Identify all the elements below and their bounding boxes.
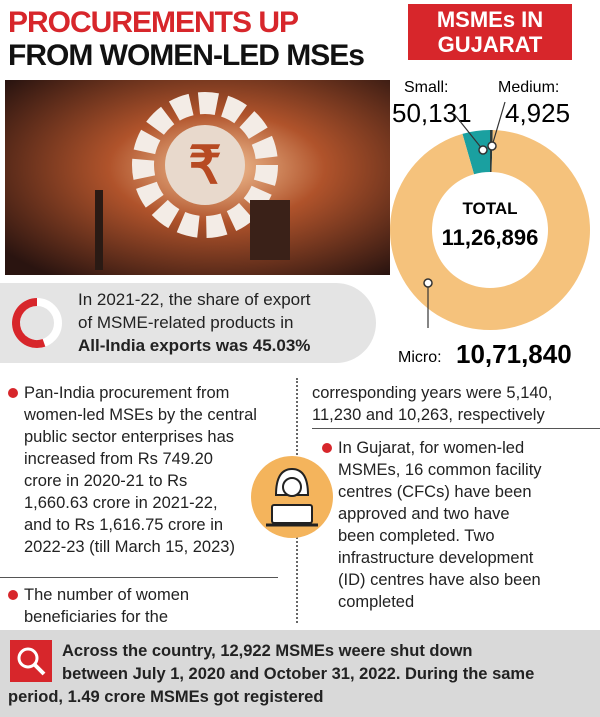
ring-icon	[12, 298, 62, 348]
woman-icon	[251, 456, 333, 538]
text: crore in 2020-21 to Rs	[24, 472, 188, 490]
left-column: Pan-India procurement from women-led MSEs…	[8, 382, 257, 558]
right-column: corresponding years were 5,140, 11,230 an…	[312, 382, 552, 426]
donut-segment	[390, 130, 590, 330]
text: (ID) centres have also been	[338, 571, 541, 589]
text-line: approved and two have	[338, 503, 542, 525]
category-label: Micro:	[398, 349, 442, 366]
search-icon	[10, 640, 52, 682]
text: 2022-23 (till March 15, 2023)	[24, 538, 235, 556]
text: completed	[338, 593, 415, 611]
left-column-2: The number of women beneficiaries for the	[8, 584, 189, 628]
text-line: corresponding years were 5,140,	[312, 382, 552, 404]
leader-dot	[423, 278, 433, 288]
center-title: TOTAL	[462, 199, 517, 218]
footer-text: Across the country, 12,922 MSMEs weere s…	[62, 642, 473, 660]
text-line: infrastructure development	[338, 547, 542, 569]
footer-panel: Across the country, 12,922 MSMEs weere s…	[0, 630, 600, 717]
text: public sector enterprises has	[24, 428, 235, 446]
category-label: Small:	[404, 79, 448, 96]
donut-segment	[462, 130, 491, 175]
text-line: increased from Rs 749.20	[24, 448, 257, 470]
text-line: beneficiaries for the	[24, 606, 189, 628]
leader-dot	[478, 145, 488, 155]
text-line: crore in 2020-21 to Rs	[24, 470, 257, 492]
badge-line: GUJARAT	[437, 32, 543, 57]
donut-chart: TOTAL 11,26,896 Small: 50,131 Medium: 4,925 Mi…	[390, 79, 590, 369]
text-line: 2022-23 (till March 15, 2023)	[24, 536, 257, 558]
text-line: and to Rs 1,616.75 crore in	[24, 514, 257, 536]
leader-line	[491, 101, 506, 147]
title-line: PROCUREMENTS UP	[8, 6, 299, 39]
text: and to Rs 1,616.75 crore in	[24, 516, 224, 534]
value-label: 4,925	[505, 98, 570, 128]
leader-line	[454, 114, 484, 151]
footer-text: period, 1.49 crore MSMEs got registered	[8, 688, 324, 706]
text: MSMEs, 16 common facility	[338, 461, 542, 479]
export-text: of MSME-related products in	[78, 313, 294, 332]
title-line: FROM WOMEN-LED MSEs	[8, 39, 365, 72]
text-line: MSMEs, 16 common facility	[338, 459, 542, 481]
text-line: 1,660.63 crore in 2021-22,	[24, 492, 257, 514]
text-line: Pan-India procurement from	[8, 382, 257, 404]
text: increased from Rs 749.20	[24, 450, 213, 468]
footer-text: between July 1, 2020 and October 31, 202…	[62, 665, 535, 683]
bullet	[8, 388, 18, 398]
text-line: public sector enterprises has	[24, 426, 257, 448]
text-line: (ID) centres have also been	[338, 569, 542, 591]
svg-text:₹: ₹	[188, 137, 221, 195]
text: 11,230 and 10,263, respectively	[312, 406, 545, 424]
leader-dot	[487, 141, 497, 151]
badge-line: MSMEs IN	[436, 7, 544, 32]
text: been completed. Two	[338, 527, 495, 545]
text-line: centres (CFCs) have been	[338, 481, 542, 503]
right-column-2: In Gujarat, for women-led MSMEs, 16 commo…	[322, 437, 542, 613]
bullet	[8, 590, 18, 600]
donut-segment	[490, 130, 493, 173]
text-line: 11,230 and 10,263, respectively	[312, 404, 552, 426]
badge: MSMEs IN GUJARAT	[408, 4, 572, 60]
text: beneficiaries for the	[24, 608, 168, 626]
text: approved and two have	[338, 505, 510, 523]
value-label: 50,131	[392, 98, 472, 128]
text: infrastructure development	[338, 549, 534, 567]
text: 1,660.63 crore in 2021-22,	[24, 494, 218, 512]
bullet	[322, 443, 332, 453]
value-label: 10,71,840	[456, 339, 572, 369]
divider	[0, 577, 278, 578]
text: centres (CFCs) have been	[338, 483, 532, 501]
text-line: completed	[338, 591, 542, 613]
export-text: In 2021-22, the share of export	[78, 290, 311, 309]
category-label: Medium:	[498, 79, 559, 96]
text: Pan-India procurement from	[24, 384, 230, 402]
text: In Gujarat, for women-led	[338, 439, 525, 457]
text: The number of women	[24, 586, 190, 604]
text-line: The number of women	[8, 584, 189, 606]
divider	[312, 428, 600, 429]
export-text: All-India exports was 45.03%	[78, 336, 311, 355]
illustration: ₹	[5, 80, 390, 275]
center-total: 11,26,896	[442, 225, 539, 250]
text: corresponding years were 5,140,	[312, 384, 553, 402]
text-line: In Gujarat, for women-led	[322, 437, 542, 459]
export-panel: In 2021-22, the share of export of MSME-…	[0, 283, 376, 363]
text-line: women-led MSEs by the central	[24, 404, 257, 426]
text-line: been completed. Two	[338, 525, 542, 547]
text: women-led MSEs by the central	[24, 406, 257, 424]
